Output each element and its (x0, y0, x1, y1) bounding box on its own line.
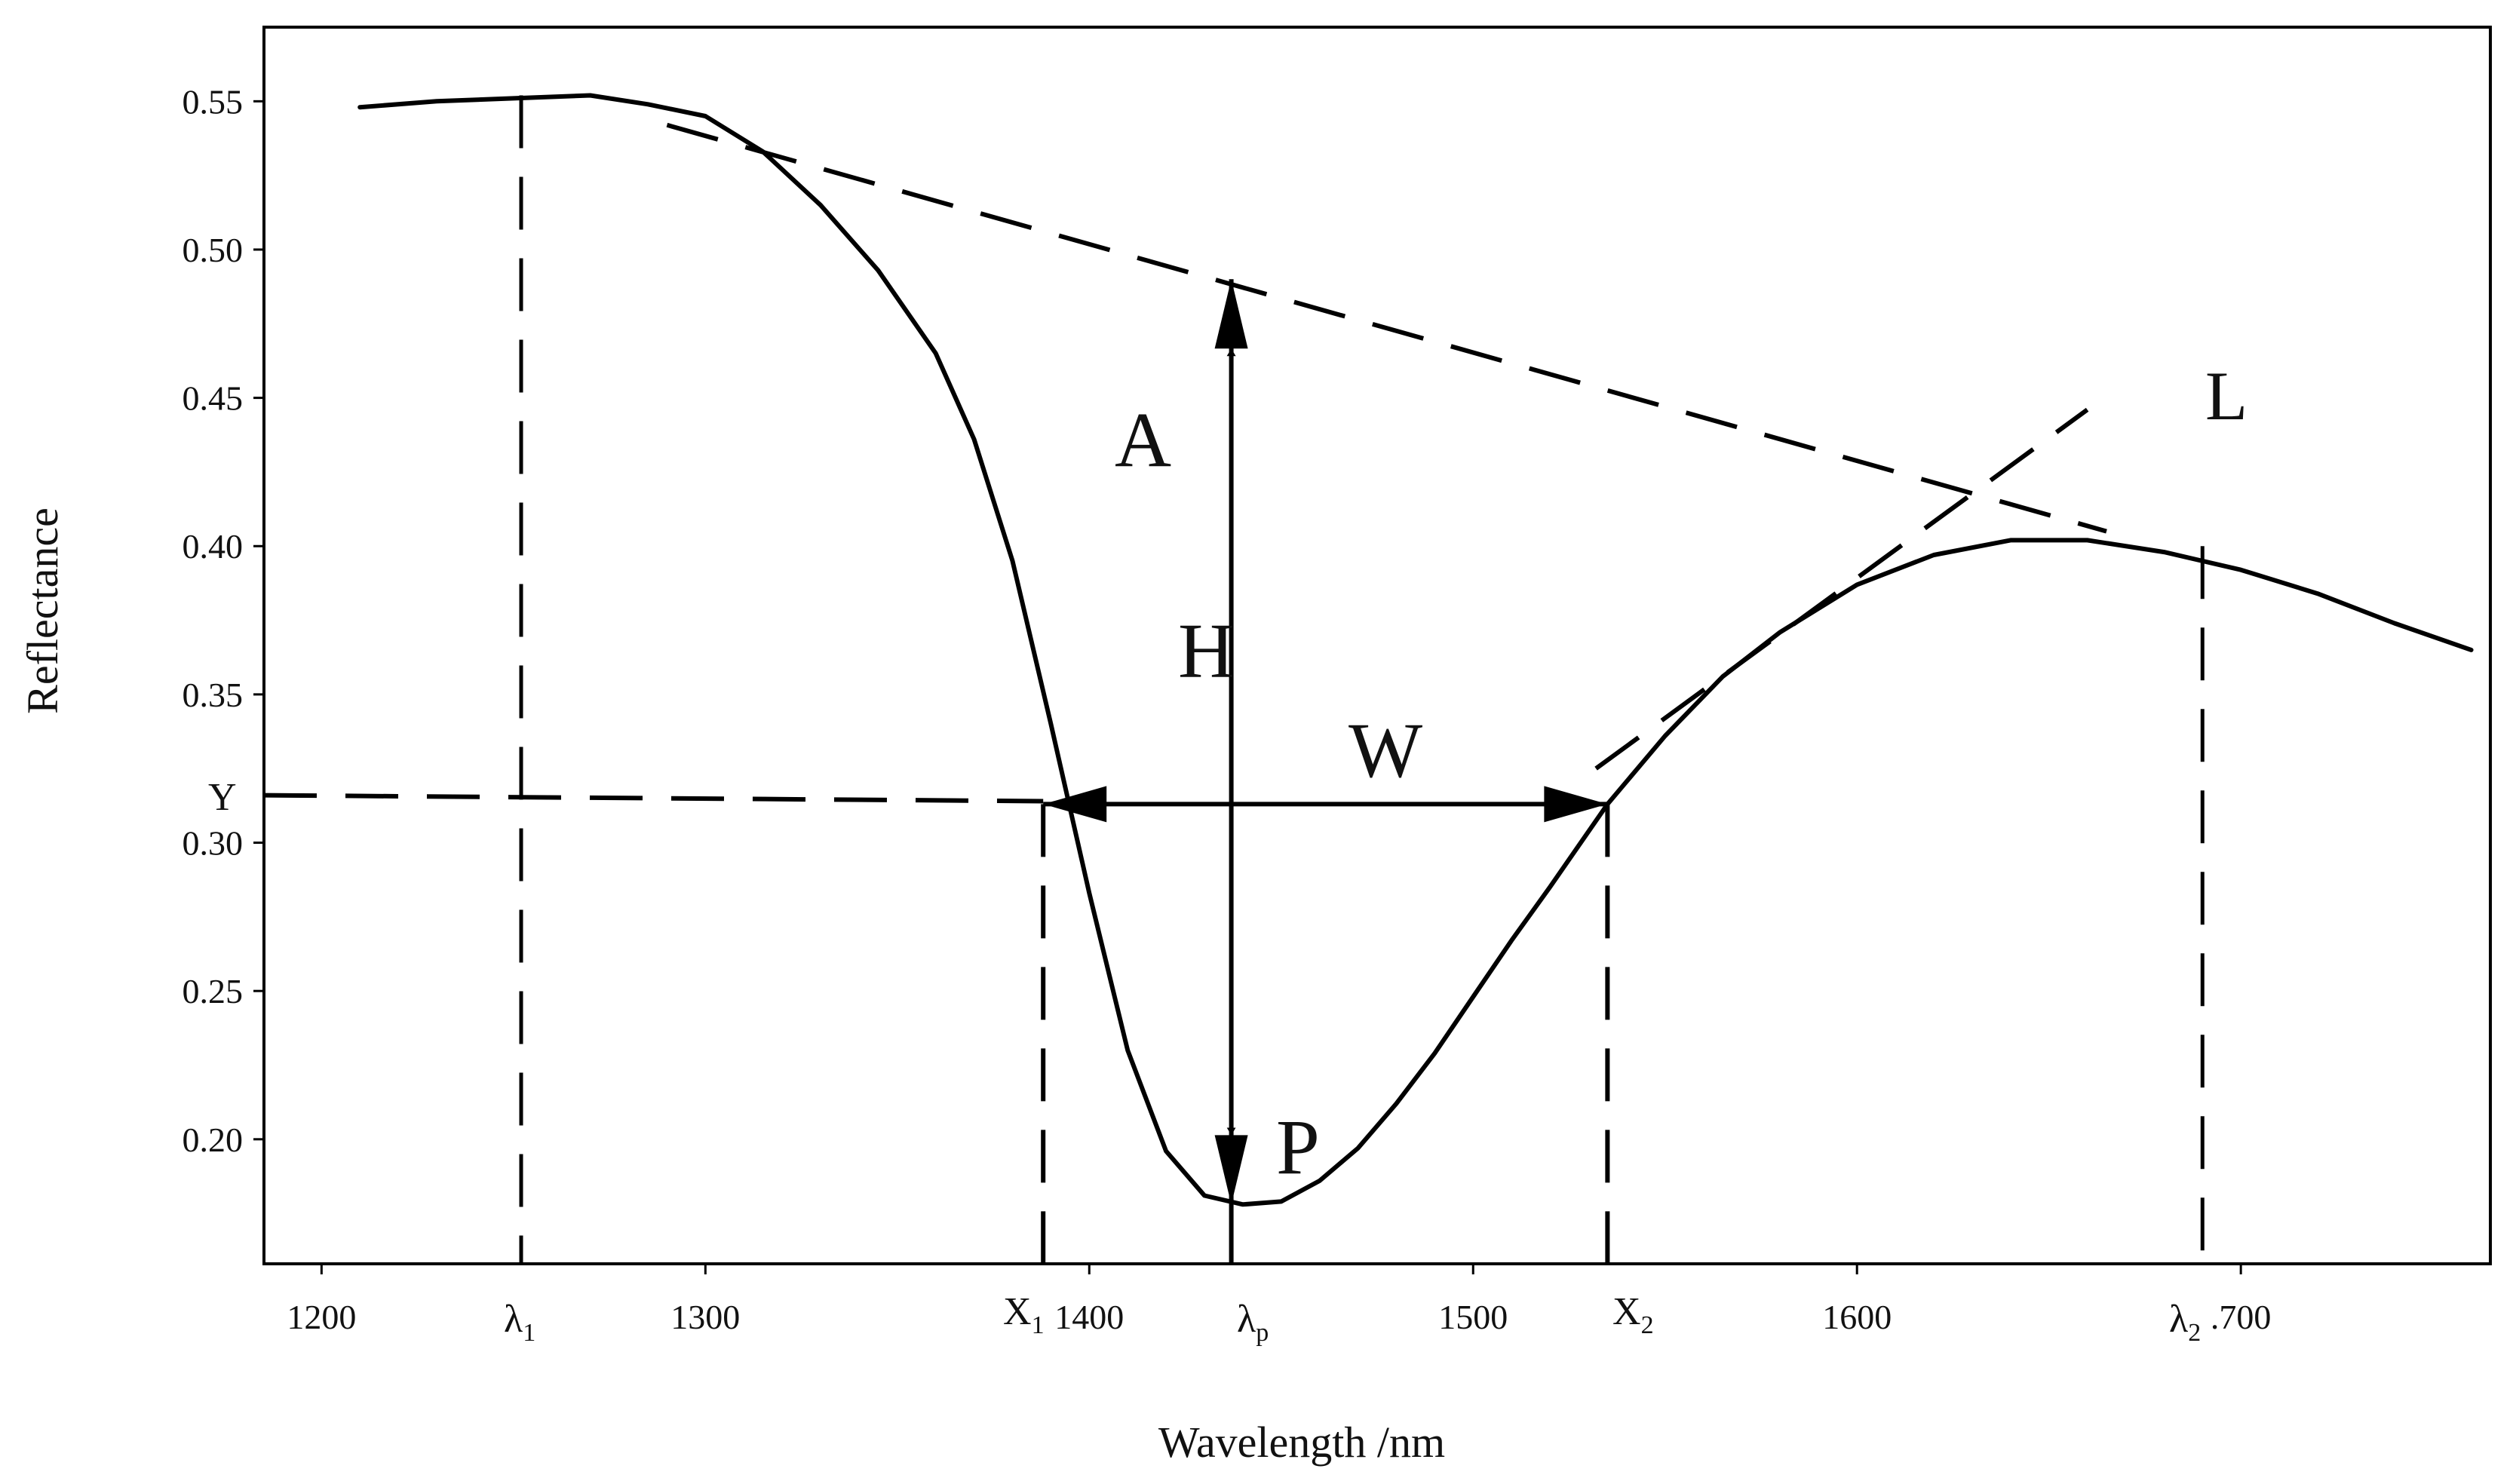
x-tick-label: 1200 (287, 1298, 356, 1336)
y-tick-label: 0.45 (183, 379, 244, 418)
measurement-arrows (1043, 279, 1608, 1264)
continuum-line (666, 122, 2107, 534)
x-tick-label: 1300 (670, 1298, 740, 1336)
annotation-p: P (1276, 1104, 1320, 1191)
x-axis-ticks: 1200 1300 1400 1500 1600 .700 (287, 1264, 2271, 1336)
y-level-line (263, 793, 1044, 804)
width-arrowhead-right (1544, 786, 1608, 823)
x-axis-title: Wavelength /nm (1158, 1418, 1445, 1467)
annotation-a: A (1115, 397, 1171, 483)
annotation-l: L (2205, 357, 2248, 434)
annotation-h: H (1178, 608, 1235, 694)
x-tick-label: .700 (2211, 1298, 2272, 1336)
label-lambda-2: λ2 (2169, 1298, 2201, 1347)
label-lambda-1: λ1 (504, 1298, 535, 1347)
construction-lines (263, 95, 2205, 1264)
label-x-2: X2 (1612, 1290, 1654, 1339)
y-tick-label: 0.55 (183, 82, 244, 121)
y-axis-ticks: 0.55 0.50 0.45 0.40 0.35 0.30 0.25 0.20 (183, 82, 264, 1159)
y-tick-label: 0.35 (183, 676, 244, 714)
height-arrowhead-top (1214, 279, 1248, 349)
y-tick-label: 0.25 (183, 972, 244, 1010)
label-x-1: X1 (1003, 1290, 1045, 1339)
height-arrowhead-bottom (1214, 1135, 1248, 1205)
reflectance-curve (357, 93, 2474, 1207)
y-tick-label: 0.50 (183, 231, 244, 269)
width-arrowhead-left (1043, 786, 1107, 823)
tangent-line-l (1594, 407, 2089, 771)
y-tick-label: 0.30 (183, 824, 244, 863)
x-tick-label: 1400 (1054, 1298, 1124, 1336)
x-tick-label: 1600 (1822, 1298, 1892, 1336)
annotation-y: Y (208, 776, 237, 819)
label-lambda-p: λp (1237, 1298, 1269, 1347)
y-tick-label: 0.20 (183, 1121, 244, 1159)
annotation-w: W (1349, 707, 1422, 794)
plot-frame (262, 26, 2492, 1265)
annotation-labels: A H W L P Y λ1 X1 λp X2 λ2 (208, 357, 2248, 1347)
y-tick-label: 0.40 (183, 527, 244, 566)
y-axis-title: Reflectance (18, 507, 67, 714)
x-tick-label: 1500 (1438, 1298, 1508, 1336)
